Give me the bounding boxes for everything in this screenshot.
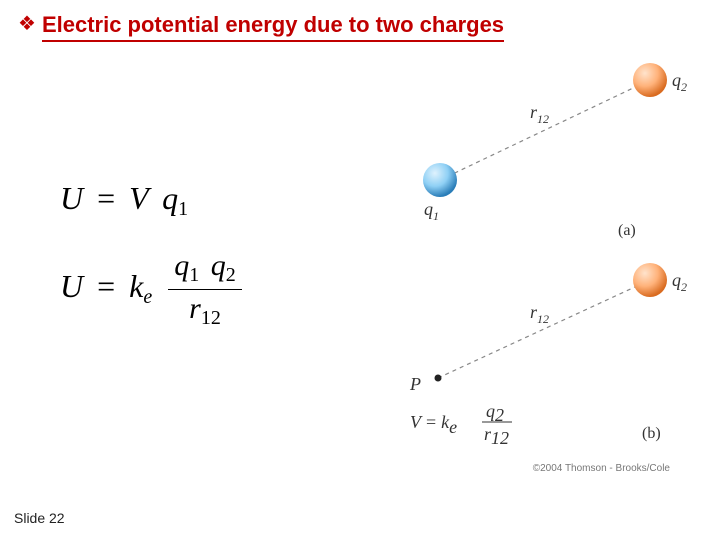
diagram: q1 q2 r12 (a) q2 r12 P V=ke q2 r12 (b) ©…: [380, 60, 690, 480]
eq2-num-q2: q: [207, 249, 226, 282]
eq1-q: q: [156, 180, 178, 216]
equations-block: U = V q1 U = ke q1 q2 r12: [60, 180, 242, 358]
eq2-den-r-sub: 12: [201, 307, 221, 329]
eq2-num-q2-sub: 2: [226, 264, 236, 286]
panel-a-r-label: r12: [530, 102, 549, 126]
panel-b-r-label: r12: [530, 302, 549, 326]
eq1-v: V: [129, 180, 148, 216]
diagram-copyright: ©2004 Thomson - Brooks/Cole: [533, 463, 670, 474]
eq2-num-q1: q: [174, 249, 189, 282]
svg-text:r12: r12: [484, 424, 509, 448]
equation-1: U = V q1: [60, 180, 242, 221]
slide-number: Slide 22: [14, 510, 65, 526]
panel-a-charge-q2: [633, 63, 667, 97]
slide-title: Electric potential energy due to two cha…: [42, 12, 504, 42]
panel-a-tag: (a): [618, 222, 636, 239]
panel-b-p-label: P: [409, 374, 421, 394]
panel-b-equation: V=ke q2 r12: [410, 401, 512, 448]
eq2-k-sub: e: [143, 286, 152, 308]
panel-a-q1-label: q1: [424, 199, 439, 223]
panel-b-point-p: [435, 375, 442, 382]
equation-2: U = ke q1 q2 r12: [60, 249, 242, 330]
svg-text:q2: q2: [486, 401, 504, 425]
eq2-lhs: U: [60, 268, 83, 304]
panel-a-dashed-line: [440, 80, 650, 180]
diagram-panel-b: q2 r12 P V=ke q2 r12 (b): [380, 260, 690, 470]
eq1-equals: =: [91, 180, 121, 216]
panel-b-tag: (b): [642, 425, 661, 442]
panel-b-q2-label: q2: [672, 270, 687, 294]
svg-text:V=ke: V=ke: [410, 412, 457, 437]
panel-b-dashed-line: [438, 280, 650, 378]
eq1-q-sub: 1: [178, 198, 188, 220]
eq2-k: k: [129, 268, 143, 304]
eq1-lhs: U: [60, 180, 83, 216]
eq2-fraction: q1 q2 r12: [168, 249, 242, 330]
title-bullet-icon: ❖: [18, 12, 36, 36]
panel-a-charge-q1: [423, 163, 457, 197]
eq2-num-q1-sub: 1: [189, 264, 199, 286]
panel-a-q2-label: q2: [672, 70, 687, 94]
eq2-den-r: r: [189, 292, 201, 325]
panel-b-charge-q2: [633, 263, 667, 297]
slide-title-row: ❖ Electric potential energy due to two c…: [0, 0, 720, 42]
eq2-equals: =: [91, 268, 121, 304]
diagram-panel-a: q1 q2 r12 (a): [380, 60, 690, 250]
